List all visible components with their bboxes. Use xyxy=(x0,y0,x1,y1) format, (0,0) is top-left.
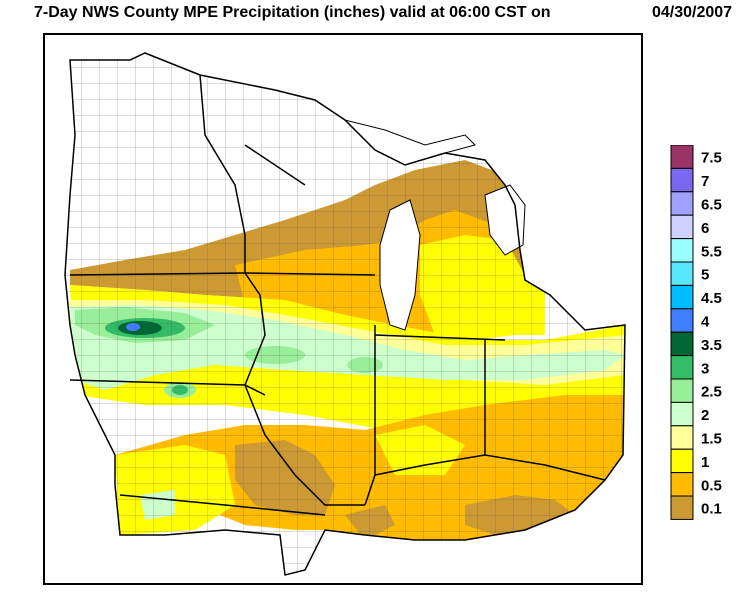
map-date: 04/30/2007 xyxy=(652,4,733,21)
legend-swatch-6.5 xyxy=(670,191,694,216)
ia-il-border xyxy=(244,272,266,386)
legend: 7.5 7 6.5 6 5.5 5 4.5 4 3.5 3 2.5 2 1.5 1 0.5 0.1 xyxy=(670,145,746,535)
lake-huron xyxy=(484,184,526,256)
lake-michigan xyxy=(379,199,421,331)
legend-label-7.5: 7.5 xyxy=(701,150,722,167)
legend-label-4.5: 4.5 xyxy=(701,290,722,307)
legend-swatch-2.5 xyxy=(670,378,694,403)
legend-swatch-1.5 xyxy=(670,425,694,450)
legend-swatch-7 xyxy=(670,167,694,193)
ohio-river xyxy=(374,454,606,481)
region-outline xyxy=(64,52,626,576)
precipitation-map xyxy=(64,52,626,576)
legend-label-5.5: 5.5 xyxy=(701,243,722,260)
legend-label-0.5: 0.5 xyxy=(701,477,722,494)
map-frame xyxy=(43,33,643,585)
legend-swatch-6 xyxy=(670,214,694,240)
legend-label-2.5: 2.5 xyxy=(701,384,722,401)
legend-label-2: 2 xyxy=(701,407,709,424)
state-boundaries xyxy=(69,74,606,516)
title-bar: 7-Day NWS County MPE Precipitation (inch… xyxy=(0,0,746,26)
legend-swatch-5 xyxy=(670,261,694,286)
legend-swatch-3.5 xyxy=(670,331,694,357)
legend-swatch-5.5 xyxy=(670,238,694,263)
legend-label-4: 4 xyxy=(701,314,710,331)
legend-label-6: 6 xyxy=(701,220,709,237)
legend-label-6.5: 6.5 xyxy=(701,197,722,214)
legend-swatches: 7.5 7 6.5 6 5.5 5 4.5 4 3.5 3 2.5 2 1.5 1 0.5 0.1 xyxy=(670,145,722,520)
county-lines xyxy=(65,53,625,575)
precip-fields xyxy=(65,53,625,575)
legend-swatch-7.5 xyxy=(670,145,694,169)
legend-label-1: 1 xyxy=(701,454,709,471)
mo-ar-border xyxy=(119,494,326,516)
mn-wi-border xyxy=(199,74,246,273)
legend-swatch-2 xyxy=(670,401,694,427)
legend-label-3.5: 3.5 xyxy=(701,337,722,354)
legend-label-3: 3 xyxy=(701,360,709,377)
legend-label-0.1: 0.1 xyxy=(701,501,722,518)
legend-swatch-1 xyxy=(670,448,694,474)
map-title: 7-Day NWS County MPE Precipitation (inch… xyxy=(34,4,551,21)
legend-label-1.5: 1.5 xyxy=(701,431,722,448)
legend-swatch-4 xyxy=(670,308,694,333)
legend-swatch-0.5 xyxy=(670,472,694,497)
legend-swatch-4.5 xyxy=(670,284,694,310)
legend-swatch-0.1 xyxy=(670,495,694,520)
il-mo-ky-border xyxy=(244,384,365,506)
legend-swatch-3 xyxy=(670,355,694,380)
wi-up-border xyxy=(244,144,306,186)
legend-label-5: 5 xyxy=(701,267,709,284)
wi-il-border xyxy=(244,272,376,276)
in-mi-border xyxy=(374,334,506,341)
mn-ia-border xyxy=(69,272,246,276)
legend-label-7: 7 xyxy=(701,173,709,190)
